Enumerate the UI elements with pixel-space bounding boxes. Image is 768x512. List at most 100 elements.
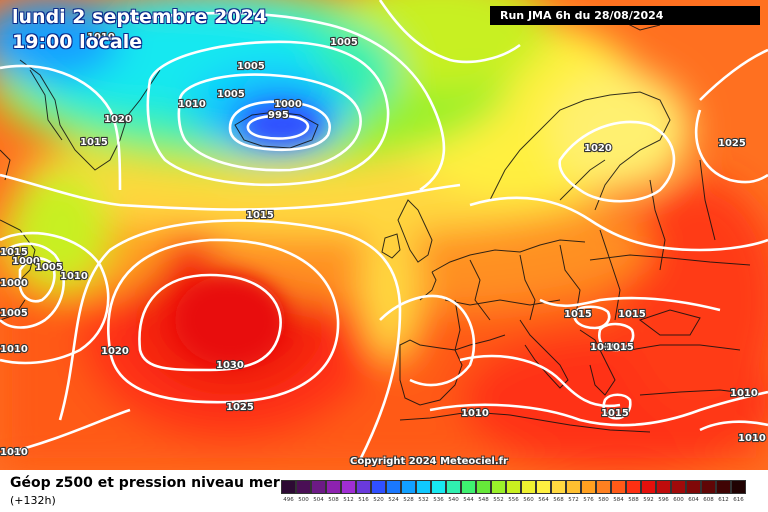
color-scale-labels: 496 500 504 508 512 516 520 524 528 532 536 540 544 5… <box>281 497 746 503</box>
isobar-label: 1015 <box>606 342 634 353</box>
legend-swatch <box>476 480 491 494</box>
isobar-label: 1015 <box>80 137 108 148</box>
isobar-label: 1005 <box>217 89 245 100</box>
legend-swatch <box>656 480 671 494</box>
forecast-date: lundi 2 septembre 2024 <box>12 6 268 28</box>
legend-swatch <box>446 480 461 494</box>
isobar-label: 1025 <box>226 402 254 413</box>
legend-label: 500 <box>298 497 309 503</box>
isobar-label: 1005 <box>0 308 28 319</box>
legend-swatch <box>521 480 536 494</box>
legend-swatch <box>506 480 521 494</box>
legend-label: 508 <box>328 497 339 503</box>
legend-label: 560 <box>523 497 534 503</box>
legend-swatch <box>596 480 611 494</box>
legend-swatch <box>341 480 356 494</box>
isobar-label: 1015 <box>564 309 592 320</box>
legend-label: 540 <box>448 497 459 503</box>
forecast-lead-time: (+132h) <box>10 494 56 507</box>
legend-label: 612 <box>718 497 729 503</box>
isobar-label: 1000 <box>274 99 302 110</box>
isobar-label: 1000 <box>12 256 40 267</box>
isobar-label: 1015 <box>618 309 646 320</box>
legend-swatch <box>566 480 581 494</box>
legend-swatch <box>701 480 716 494</box>
legend-swatch <box>686 480 701 494</box>
isobar-label: 1020 <box>584 143 612 154</box>
legend-swatch <box>356 480 371 494</box>
color-scale-legend <box>281 480 746 494</box>
legend-swatch <box>296 480 311 494</box>
legend-label: 520 <box>373 497 384 503</box>
legend-label: 580 <box>598 497 609 503</box>
legend-swatch <box>311 480 326 494</box>
isobar-label: 1005 <box>35 262 63 273</box>
copyright-text: Copyright 2024 Meteociel.fr <box>350 456 508 467</box>
legend-label: 604 <box>688 497 699 503</box>
isobar-label: 1010 <box>0 344 28 355</box>
legend-label: 556 <box>508 497 519 503</box>
legend-label: 548 <box>478 497 489 503</box>
isobar-label: 1005 <box>237 61 265 72</box>
isobar-label: 1010 <box>461 408 489 419</box>
legend-swatch <box>581 480 596 494</box>
isobar-label: 1010 <box>0 447 28 458</box>
geopotential-pressure-map: 1010 1005 1005 1005 1010 1000 995 1020 1… <box>0 0 768 470</box>
legend-label: 616 <box>733 497 744 503</box>
legend-swatch <box>461 480 476 494</box>
legend-label: 512 <box>343 497 354 503</box>
isobar-label: 995 <box>268 110 289 121</box>
isobar-label: 1015 <box>601 408 629 419</box>
isobars <box>0 0 768 461</box>
legend-swatch <box>731 480 746 494</box>
legend-label: 528 <box>403 497 414 503</box>
isobar-label: 1000 <box>0 278 28 289</box>
legend-label: 532 <box>418 497 429 503</box>
legend-swatch <box>281 480 296 494</box>
legend-label: 516 <box>358 497 369 503</box>
isobar-label: 1010 <box>178 99 206 110</box>
legend-swatch <box>641 480 656 494</box>
isobar-label: 1015 <box>246 210 274 221</box>
legend-swatch <box>371 480 386 494</box>
legend-label: 572 <box>568 497 579 503</box>
legend-label: 544 <box>463 497 474 503</box>
isobar-label: 1020 <box>104 114 132 125</box>
geopotential-field <box>0 0 768 470</box>
legend-label: 552 <box>493 497 504 503</box>
isobar-label: 1010 <box>738 433 766 444</box>
legend-swatch <box>551 480 566 494</box>
legend-swatch <box>491 480 506 494</box>
legend-swatch <box>416 480 431 494</box>
legend-swatch <box>626 480 641 494</box>
isobar-labels: 1010 1005 1005 1005 1010 1000 995 1020 1… <box>0 31 767 459</box>
legend-label: 504 <box>313 497 324 503</box>
isobar-label: 1005 <box>330 37 358 48</box>
legend-label: 524 <box>388 497 399 503</box>
legend-label: 600 <box>673 497 684 503</box>
isobar-label: 1025 <box>718 138 746 149</box>
coastlines <box>0 19 761 433</box>
legend-label: 592 <box>643 497 654 503</box>
isobar-label: 1010 <box>730 388 758 399</box>
legend-swatch <box>536 480 551 494</box>
legend-label: 564 <box>538 497 549 503</box>
legend-label: 584 <box>613 497 624 503</box>
legend-label: 536 <box>433 497 444 503</box>
legend-label: 596 <box>658 497 669 503</box>
forecast-time: 19:00 locale <box>12 31 143 53</box>
isobar-label: 1030 <box>216 360 244 371</box>
model-run-label: Run JMA 6h du 28/08/2024 <box>490 6 760 25</box>
legend-label: 568 <box>553 497 564 503</box>
isobar-label: 1020 <box>101 346 129 357</box>
legend-swatch <box>401 480 416 494</box>
isobar-label: 1015 <box>0 247 28 258</box>
legend-label: 496 <box>283 497 294 503</box>
legend-label: 576 <box>583 497 594 503</box>
legend-swatch <box>671 480 686 494</box>
legend-label: 608 <box>703 497 714 503</box>
legend-swatch <box>716 480 731 494</box>
isobar-label: 1010 <box>590 342 618 353</box>
legend-swatch <box>386 480 401 494</box>
